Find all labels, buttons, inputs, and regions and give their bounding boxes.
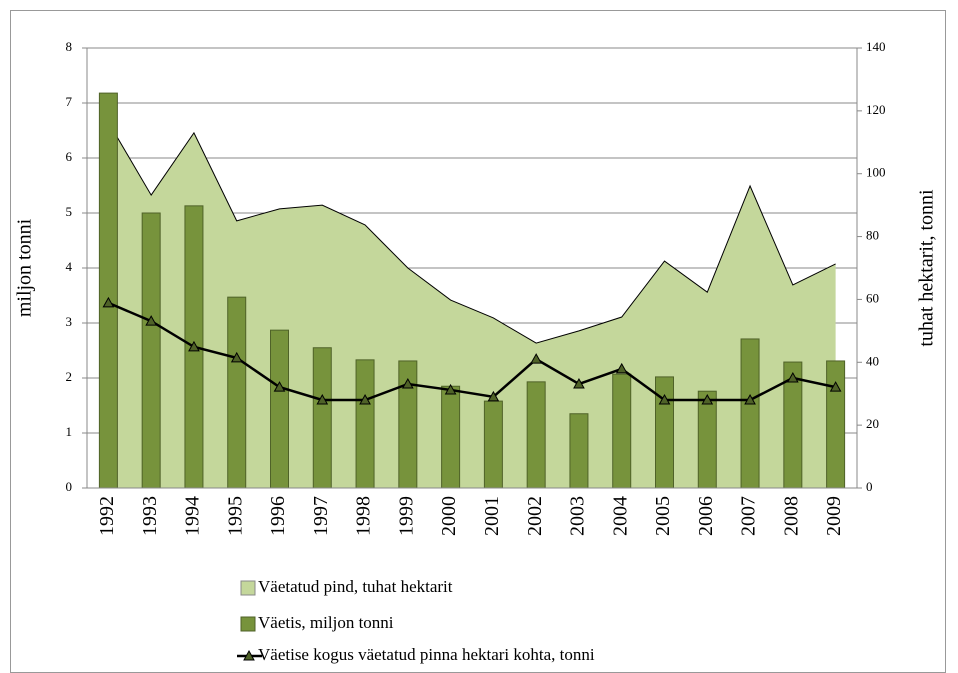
bar	[227, 296, 247, 489]
y2-tick-label: 140	[866, 39, 886, 54]
line-marker	[145, 315, 158, 326]
x-tick-label: 1997	[310, 496, 332, 536]
legend-label: Väetatud pind, tuhat hektarit	[258, 577, 453, 596]
y2-tick-label: 20	[866, 416, 879, 431]
line-marker	[316, 393, 329, 405]
bar	[612, 373, 632, 489]
area-outline	[107, 121, 836, 344]
area	[108, 122, 836, 489]
legend-label: Väetise kogus väetatud pinna hektari koh…	[258, 645, 595, 664]
bar	[483, 400, 503, 489]
y-tick-label: 5	[66, 204, 73, 219]
x-tick-label: 1994	[182, 496, 204, 536]
line-marker	[230, 351, 243, 363]
y2-tick-label: 80	[866, 228, 879, 243]
x-tick-label: 2006	[695, 496, 717, 536]
line-marker	[487, 390, 500, 402]
x-tick-label: 1996	[267, 496, 289, 536]
bar	[569, 413, 589, 489]
x-tick-label: 2003	[567, 496, 589, 536]
y-tick-label: 6	[66, 149, 73, 164]
line-marker	[615, 362, 628, 374]
line-marker	[188, 340, 200, 352]
y-tick-label: 8	[66, 39, 73, 54]
y-axis-title: miljon tonni	[14, 218, 36, 317]
x-tick-label: 1999	[395, 496, 417, 536]
legend-swatch	[240, 616, 256, 632]
x-tick-label: 2008	[780, 496, 802, 536]
x-tick-label: 2001	[481, 496, 503, 536]
line-marker	[829, 381, 842, 392]
x-tick-label: 2002	[524, 496, 546, 536]
bar	[270, 329, 289, 489]
line-marker	[401, 377, 414, 389]
line-marker	[573, 377, 585, 389]
legend-marker	[243, 649, 255, 661]
y2-tick-label: 0	[866, 479, 873, 494]
x-tick-label: 1998	[353, 496, 375, 536]
y2-tick-label: 40	[866, 353, 879, 368]
bar	[312, 347, 332, 489]
x-tick-label: 1993	[139, 496, 161, 536]
line-marker	[701, 393, 714, 405]
line-marker	[273, 381, 286, 392]
y-tick-label: 0	[66, 479, 73, 494]
y2-tick-label: 100	[866, 165, 886, 180]
y2-tick-label: 60	[866, 290, 879, 305]
y-tick-label: 3	[66, 314, 73, 329]
line-marker	[658, 393, 671, 405]
line-marker	[102, 296, 115, 308]
line-marker	[786, 371, 799, 383]
y-tick-label: 2	[66, 369, 73, 384]
x-tick-label: 2009	[823, 496, 845, 536]
x-tick-label: 1995	[224, 496, 246, 536]
bar	[98, 92, 118, 489]
y-tick-label: 1	[66, 424, 73, 439]
bar	[441, 385, 461, 489]
x-tick-label: 2000	[438, 496, 460, 536]
y2-tick-label: 120	[866, 102, 886, 117]
line-marker	[444, 383, 457, 395]
x-tick-label: 2004	[609, 496, 631, 536]
legend-label: Väetis, miljon tonni	[258, 613, 394, 632]
y-tick-label: 4	[66, 259, 73, 274]
y-tick-label: 7	[66, 94, 73, 109]
bar	[141, 212, 161, 489]
line-marker	[744, 393, 756, 405]
x-tick-label: 1992	[96, 496, 118, 536]
legend-swatch	[240, 580, 256, 596]
bar	[355, 359, 375, 489]
bar	[740, 338, 760, 489]
bar	[655, 376, 674, 489]
y2-axis-title: tuhat hektarit, tonni	[916, 189, 938, 347]
bar	[526, 381, 546, 489]
line-marker	[530, 353, 543, 364]
bar	[697, 390, 717, 489]
line-marker	[359, 393, 371, 405]
x-tick-label: 2005	[652, 496, 674, 536]
bar	[826, 360, 846, 489]
line	[107, 301, 836, 402]
x-tick-label: 2007	[738, 496, 760, 536]
